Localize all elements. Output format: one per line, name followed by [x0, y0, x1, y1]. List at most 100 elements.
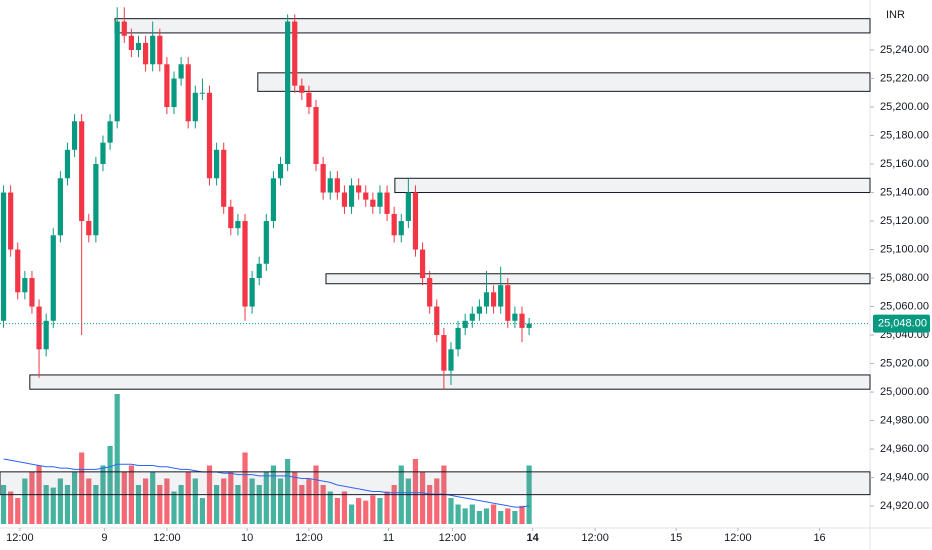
- x-tick-label: 12:00: [439, 532, 467, 544]
- volume-bar: [171, 491, 177, 524]
- currency-label: INR: [886, 9, 905, 21]
- candle-body: [221, 149, 227, 207]
- x-tick-label: 16: [813, 532, 825, 544]
- candle-body: [256, 263, 262, 279]
- candle-body: [356, 185, 362, 193]
- zone: [394, 177, 871, 194]
- x-tick-label: 10: [241, 532, 253, 544]
- volume-bar: [178, 485, 184, 524]
- candle-body: [483, 292, 490, 307]
- volume-bar: [135, 485, 142, 524]
- volume-bar: [434, 478, 440, 524]
- x-tick-label: 14: [527, 532, 540, 544]
- y-tick-label: 25,180.00: [880, 129, 929, 141]
- x-tick-label: 12:00: [295, 532, 323, 544]
- candle-body: [327, 178, 333, 193]
- candle-body: [405, 192, 411, 222]
- volume-bar: [363, 500, 369, 524]
- candle-body: [270, 178, 277, 222]
- candle-body: [142, 42, 149, 65]
- candle-body: [490, 292, 497, 307]
- candle-body: [384, 192, 390, 214]
- candle-body: [419, 249, 426, 279]
- volume-bar: [377, 498, 383, 524]
- candle-body: [64, 149, 71, 179]
- volume-bar: [391, 485, 397, 524]
- y-tick-label: 24,980.00: [880, 414, 929, 426]
- zone: [29, 374, 871, 390]
- candle-body: [57, 178, 63, 236]
- volume-bar: [256, 485, 262, 524]
- candle-body: [214, 149, 220, 179]
- y-tick-label: 24,960.00: [880, 443, 929, 455]
- candle-body: [526, 323, 532, 328]
- candle-body: [313, 107, 319, 165]
- candle-body: [341, 192, 348, 207]
- x-tick-label: 11: [383, 532, 394, 544]
- volume-bar: [455, 504, 461, 524]
- candle-body: [157, 35, 163, 65]
- candle-body: [363, 192, 369, 200]
- candle-body: [164, 64, 170, 108]
- volume-bar: [0, 485, 7, 524]
- volume-bar: [263, 472, 269, 524]
- candle-body: [171, 78, 177, 108]
- volume-bar: [221, 478, 227, 524]
- candle-body: [462, 320, 468, 328]
- volume-bar: [512, 511, 518, 524]
- candle-body: [292, 21, 298, 86]
- volume-bar: [71, 472, 78, 524]
- volume-bar: [199, 498, 206, 524]
- candle-body: [0, 192, 7, 321]
- volume-bar: [150, 472, 156, 524]
- candle-body: [277, 164, 284, 179]
- candle-body: [228, 206, 234, 229]
- volume-bar: [299, 485, 305, 524]
- volume-bar: [412, 459, 419, 524]
- volume-bar: [228, 472, 234, 524]
- candle-body: [178, 64, 184, 79]
- volume-bar: [519, 505, 525, 524]
- candle-body: [150, 35, 156, 65]
- volume-bar: [427, 485, 433, 524]
- volume-bar: [29, 472, 35, 524]
- candle-body: [505, 285, 511, 321]
- y-tick-label: 25,100.00: [880, 243, 929, 255]
- volume-bar: [43, 485, 49, 524]
- candle-body: [469, 313, 475, 321]
- candle-body: [235, 221, 241, 229]
- volume-bar: [348, 504, 355, 524]
- candle-body: [93, 164, 99, 236]
- candle-body: [391, 213, 397, 236]
- volume-bar: [157, 485, 163, 524]
- candle-body: [22, 278, 28, 293]
- volume-bar: [490, 504, 497, 524]
- candle-body: [15, 249, 21, 293]
- volume-bar: [121, 472, 127, 524]
- volume-bar: [292, 472, 298, 524]
- volume-bar: [22, 478, 28, 524]
- volume-bar: [384, 491, 390, 524]
- volume-bar: [8, 491, 14, 524]
- candle-body: [320, 164, 326, 193]
- volume-bar: [242, 452, 248, 524]
- volume-bar: [86, 478, 92, 524]
- x-tick-label: 15: [670, 532, 682, 544]
- candle-body: [199, 92, 206, 94]
- candle-body: [50, 235, 56, 321]
- candle-body: [86, 221, 92, 236]
- volume-bar: [50, 487, 56, 524]
- volume-bar: [469, 504, 475, 524]
- candle-body: [306, 92, 312, 108]
- candle-body: [263, 221, 269, 264]
- volume-bar: [476, 511, 482, 524]
- volume-bar: [285, 459, 291, 524]
- y-tick-label: 25,020.00: [880, 357, 929, 369]
- candle-body: [434, 306, 440, 336]
- x-tick-label: 12:00: [6, 532, 34, 544]
- volume-bar: [79, 452, 85, 524]
- candle-body: [334, 178, 340, 193]
- volume-bar: [462, 508, 468, 524]
- candle-body: [192, 92, 198, 122]
